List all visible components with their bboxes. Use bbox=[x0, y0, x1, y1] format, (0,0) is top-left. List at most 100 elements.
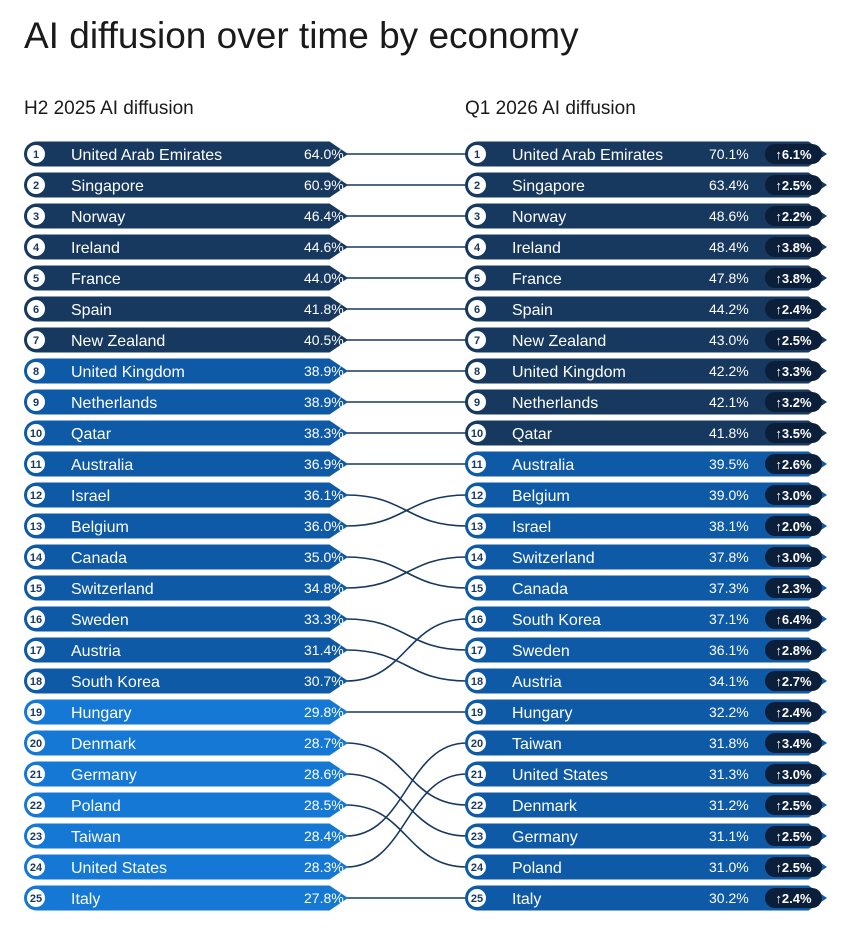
connector-austria bbox=[345, 649, 468, 682]
change-value: ↑3.0% bbox=[775, 550, 812, 565]
right-diffusion-value: 30.2% bbox=[709, 890, 749, 906]
change-badge bbox=[765, 144, 822, 164]
connector-denmark bbox=[345, 742, 468, 806]
left-rank-circle bbox=[27, 486, 45, 504]
right-diffusion-value: 37.3% bbox=[709, 580, 749, 596]
right-rank-circle bbox=[468, 269, 486, 287]
left-country-name: United Kingdom bbox=[71, 364, 185, 381]
change-badge bbox=[765, 702, 822, 722]
change-value: ↑2.5% bbox=[775, 178, 812, 193]
right-rank-number: 13 bbox=[471, 521, 483, 533]
right-row-canada: 15 Canada 37.3% ↑2.3% bbox=[465, 575, 827, 601]
left-country-name: Ireland bbox=[71, 240, 120, 257]
left-row-bar bbox=[23, 296, 348, 322]
left-row-australia: 11 Australia 36.9% bbox=[23, 451, 348, 477]
left-rank-number: 15 bbox=[30, 583, 42, 595]
left-row-bar bbox=[23, 854, 348, 880]
right-row-germany: 23 Germany 31.1% ↑2.5% bbox=[465, 823, 827, 849]
left-diffusion-value: 44.6% bbox=[304, 239, 344, 255]
change-value: ↑3.8% bbox=[775, 240, 812, 255]
left-rank-number: 16 bbox=[30, 614, 42, 626]
change-badge bbox=[765, 237, 822, 257]
left-country-name: New Zealand bbox=[71, 333, 165, 350]
left-rank-circle bbox=[27, 238, 45, 256]
left-row-netherlands: 9 Netherlands 38.9% bbox=[23, 389, 348, 415]
left-rank-circle bbox=[27, 858, 45, 876]
right-row-bar bbox=[465, 451, 827, 477]
left-row-spain: 6 Spain 41.8% bbox=[23, 296, 348, 322]
right-country-name: Ireland bbox=[512, 240, 561, 257]
change-value: ↑2.2% bbox=[775, 209, 812, 224]
right-diffusion-value: 37.1% bbox=[709, 611, 749, 627]
right-rank-number: 24 bbox=[471, 862, 484, 874]
left-row-bar bbox=[23, 575, 348, 601]
left-country-name: Israel bbox=[71, 488, 110, 505]
right-country-name: Israel bbox=[512, 519, 551, 536]
left-rank-number: 8 bbox=[33, 366, 39, 378]
chart-title: AI diffusion over time by economy bbox=[24, 15, 579, 56]
left-row-bar bbox=[23, 885, 348, 911]
right-row-bar bbox=[465, 668, 827, 694]
left-rank-number: 13 bbox=[30, 521, 42, 533]
right-country-name: Austria bbox=[512, 674, 562, 691]
left-row-south-korea: 18 South Korea 30.7% bbox=[23, 668, 348, 694]
left-row-hungary: 19 Hungary 29.8% bbox=[23, 699, 348, 725]
left-rank-circle bbox=[27, 207, 45, 225]
left-rank-number: 25 bbox=[30, 893, 42, 905]
right-row-switzerland: 14 Switzerland 37.8% ↑3.0% bbox=[465, 544, 827, 570]
right-row-france: 5 France 47.8% ↑3.8% bbox=[465, 265, 827, 291]
left-row-bar bbox=[23, 823, 348, 849]
left-row-bar bbox=[23, 451, 348, 477]
left-row-switzerland: 15 Switzerland 34.8% bbox=[23, 575, 348, 601]
right-diffusion-value: 39.5% bbox=[709, 456, 749, 472]
right-row-new-zealand: 7 New Zealand 43.0% ↑2.5% bbox=[465, 327, 827, 353]
right-diffusion-value: 70.1% bbox=[709, 146, 749, 162]
right-rank-circle bbox=[468, 362, 486, 380]
right-diffusion-value: 39.0% bbox=[709, 487, 749, 503]
right-row-sweden: 17 Sweden 36.1% ↑2.8% bbox=[465, 637, 827, 663]
right-diffusion-value: 38.1% bbox=[709, 518, 749, 534]
right-rows: 1 United Arab Emirates 70.1% ↑6.1% 2 Singapor… bbox=[465, 141, 827, 911]
left-row-norway: 3 Norway 46.4% bbox=[23, 203, 348, 229]
right-diffusion-value: 44.2% bbox=[709, 301, 749, 317]
right-rank-number: 14 bbox=[471, 552, 484, 564]
change-badge bbox=[765, 733, 822, 753]
right-row-bar bbox=[465, 792, 827, 818]
left-diffusion-value: 36.0% bbox=[304, 518, 344, 534]
change-badge bbox=[765, 795, 822, 815]
left-country-name: Qatar bbox=[71, 426, 112, 443]
left-row-france: 5 France 44.0% bbox=[23, 265, 348, 291]
right-row-bar bbox=[465, 854, 827, 880]
right-country-name: Norway bbox=[512, 209, 566, 226]
left-row-bar bbox=[23, 141, 348, 167]
left-rank-circle bbox=[27, 331, 45, 349]
left-rank-circle bbox=[27, 889, 45, 907]
right-rank-number: 11 bbox=[471, 459, 483, 471]
left-row-united-arab-emirates: 1 United Arab Emirates 64.0% bbox=[23, 141, 348, 167]
change-value: ↑2.0% bbox=[775, 519, 812, 534]
left-row-united-kingdom: 8 United Kingdom 38.9% bbox=[24, 358, 348, 384]
change-value: ↑3.4% bbox=[775, 736, 812, 751]
left-row-poland: 22 Poland 28.5% bbox=[23, 792, 348, 818]
right-rank-number: 2 bbox=[474, 180, 480, 192]
left-country-name: Sweden bbox=[71, 612, 129, 629]
right-rank-circle bbox=[468, 765, 486, 783]
left-rank-number: 10 bbox=[30, 428, 42, 440]
change-value: ↑3.5% bbox=[775, 426, 812, 441]
right-country-name: Germany bbox=[512, 829, 578, 846]
left-country-name: Denmark bbox=[71, 736, 137, 753]
left-diffusion-value: 64.0% bbox=[304, 146, 344, 162]
right-country-name: Qatar bbox=[512, 426, 553, 443]
right-rank-number: 21 bbox=[471, 769, 483, 781]
left-diffusion-value: 30.7% bbox=[304, 673, 344, 689]
change-value: ↑2.5% bbox=[775, 333, 812, 348]
left-diffusion-value: 33.3% bbox=[304, 611, 344, 627]
change-badge bbox=[765, 299, 822, 319]
left-row-new-zealand: 7 New Zealand 40.5% bbox=[23, 327, 348, 353]
right-row-bar bbox=[465, 482, 827, 508]
right-diffusion-value: 42.1% bbox=[709, 394, 749, 410]
change-badge bbox=[765, 392, 822, 412]
right-rank-circle bbox=[468, 486, 486, 504]
left-rank-circle bbox=[27, 176, 45, 194]
